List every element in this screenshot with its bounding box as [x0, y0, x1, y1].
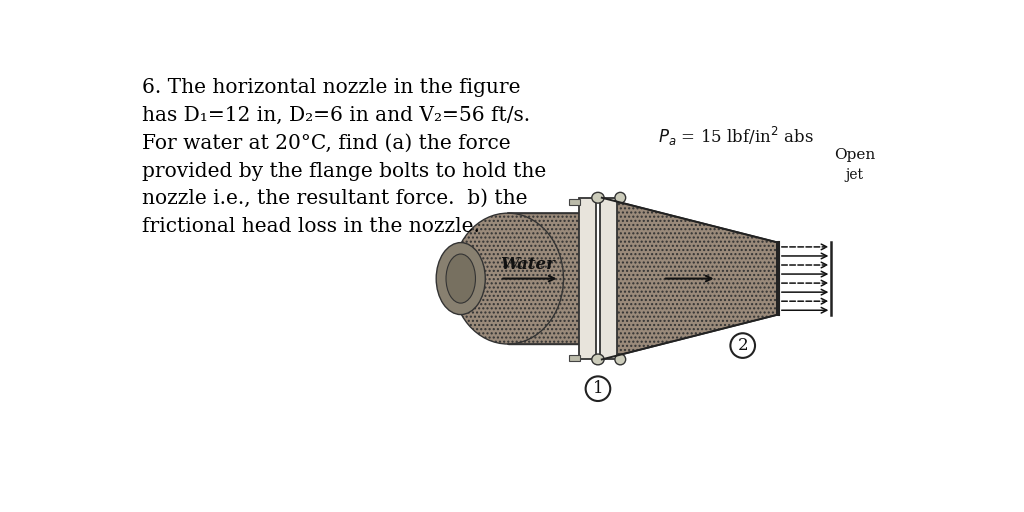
Polygon shape — [600, 198, 617, 359]
Ellipse shape — [446, 254, 475, 303]
Polygon shape — [569, 199, 581, 205]
Circle shape — [730, 333, 755, 358]
Text: Open: Open — [834, 148, 874, 162]
Text: For water at 20°C, find (a) the force: For water at 20°C, find (a) the force — [142, 134, 511, 153]
Ellipse shape — [453, 213, 563, 344]
Text: 1: 1 — [593, 380, 603, 397]
Text: Water: Water — [500, 256, 555, 273]
Polygon shape — [508, 213, 579, 344]
Text: jet: jet — [846, 167, 863, 182]
Ellipse shape — [436, 243, 485, 314]
Ellipse shape — [614, 193, 626, 203]
Text: frictional head loss in the nozzle.: frictional head loss in the nozzle. — [142, 217, 480, 236]
Text: 6. The horizontal nozzle in the figure: 6. The horizontal nozzle in the figure — [142, 78, 520, 97]
Polygon shape — [579, 198, 596, 359]
Ellipse shape — [592, 193, 604, 203]
Text: provided by the flange bolts to hold the: provided by the flange bolts to hold the — [142, 162, 547, 181]
Text: has D₁=12 in, D₂=6 in and V₂=56 ft/s.: has D₁=12 in, D₂=6 in and V₂=56 ft/s. — [142, 106, 530, 125]
Ellipse shape — [614, 354, 626, 365]
Text: $P_a$ = 15 lbf/in$^2$ abs: $P_a$ = 15 lbf/in$^2$ abs — [658, 124, 814, 147]
Circle shape — [586, 376, 610, 401]
Text: nozzle i.e., the resultant force.  b) the: nozzle i.e., the resultant force. b) the — [142, 189, 527, 208]
Polygon shape — [602, 198, 777, 359]
Polygon shape — [569, 355, 581, 361]
Ellipse shape — [592, 354, 604, 365]
Text: 2: 2 — [737, 337, 748, 354]
